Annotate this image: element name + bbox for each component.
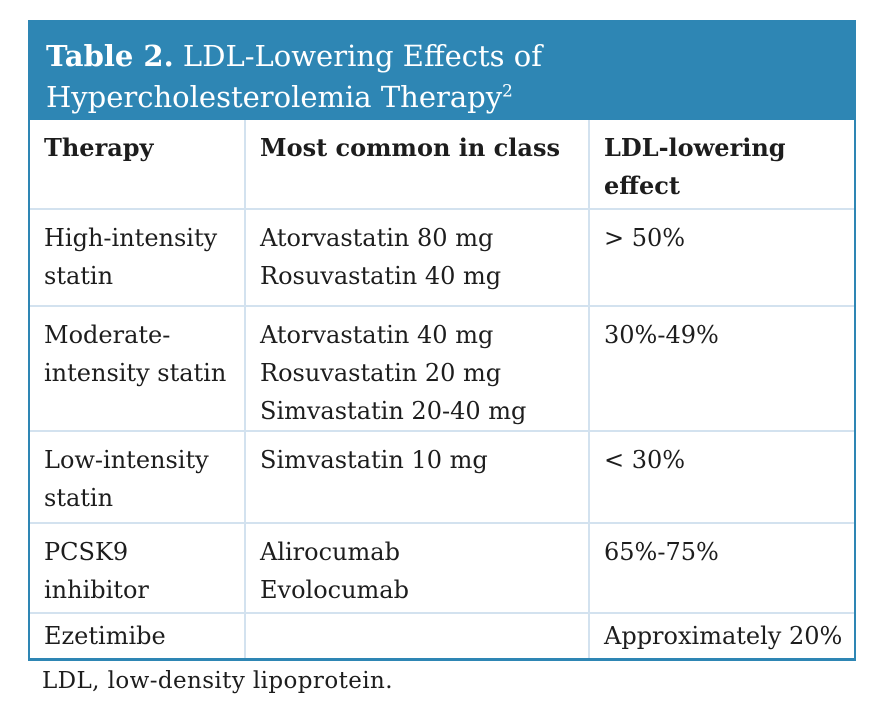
drugs-cell: Atorvastatin 80 mg Rosuvastatin 40 mg — [246, 208, 590, 305]
therapy-table: Therapy Most common in class LDL-lowerin… — [30, 120, 854, 658]
drug-line: Simvastatin 20-40 mg — [260, 397, 527, 425]
effect-cell: Approximately 20% — [590, 612, 854, 658]
therapy-cell: High-intensity statin — [30, 208, 246, 305]
drug-line: Atorvastatin 40 mg — [260, 321, 494, 349]
therapy-cell: Low-intensity statin — [30, 430, 246, 522]
therapy-cell: PCSK9 inhibitor — [30, 522, 246, 612]
drugs-cell: Atorvastatin 40 mg Rosuvastatin 20 mg Si… — [246, 305, 590, 430]
effect-cell: 65%-75% — [590, 522, 854, 612]
therapy-cell: Moderate-intensity statin — [30, 305, 246, 430]
effect-cell: 30%-49% — [590, 305, 854, 430]
table-title-text: LDL-Lowering Effects of Hypercholesterol… — [46, 39, 542, 114]
drugs-cell: Simvastatin 10 mg — [246, 430, 590, 522]
column-header-most-common: Most common in class — [246, 120, 590, 208]
table-footnote: LDL, low-density lipoprotein. — [42, 668, 393, 694]
drug-line: Evolocumab — [260, 576, 409, 604]
therapy-table-card: Table 2. LDL-Lowering Effects of Hyperch… — [28, 20, 856, 661]
drugs-cell — [246, 612, 590, 658]
drugs-cell: Alirocumab Evolocumab — [246, 522, 590, 612]
therapy-cell: Ezetimibe — [30, 612, 246, 658]
drug-line: Rosuvastatin 40 mg — [260, 262, 502, 290]
table-title-number: Table 2. — [46, 39, 174, 73]
drug-line: Atorvastatin 80 mg — [260, 224, 494, 252]
drug-line: Alirocumab — [260, 538, 400, 566]
effect-cell: > 50% — [590, 208, 854, 305]
table-title-footnote-ref: 2 — [502, 80, 513, 101]
column-header-therapy: Therapy — [30, 120, 246, 208]
drug-line: Simvastatin 10 mg — [260, 446, 488, 474]
effect-cell: < 30% — [590, 430, 854, 522]
table-title: Table 2. LDL-Lowering Effects of Hyperch… — [30, 22, 854, 120]
column-header-effect: LDL-lowering effect — [604, 133, 786, 200]
drug-line: Rosuvastatin 20 mg — [260, 359, 502, 387]
